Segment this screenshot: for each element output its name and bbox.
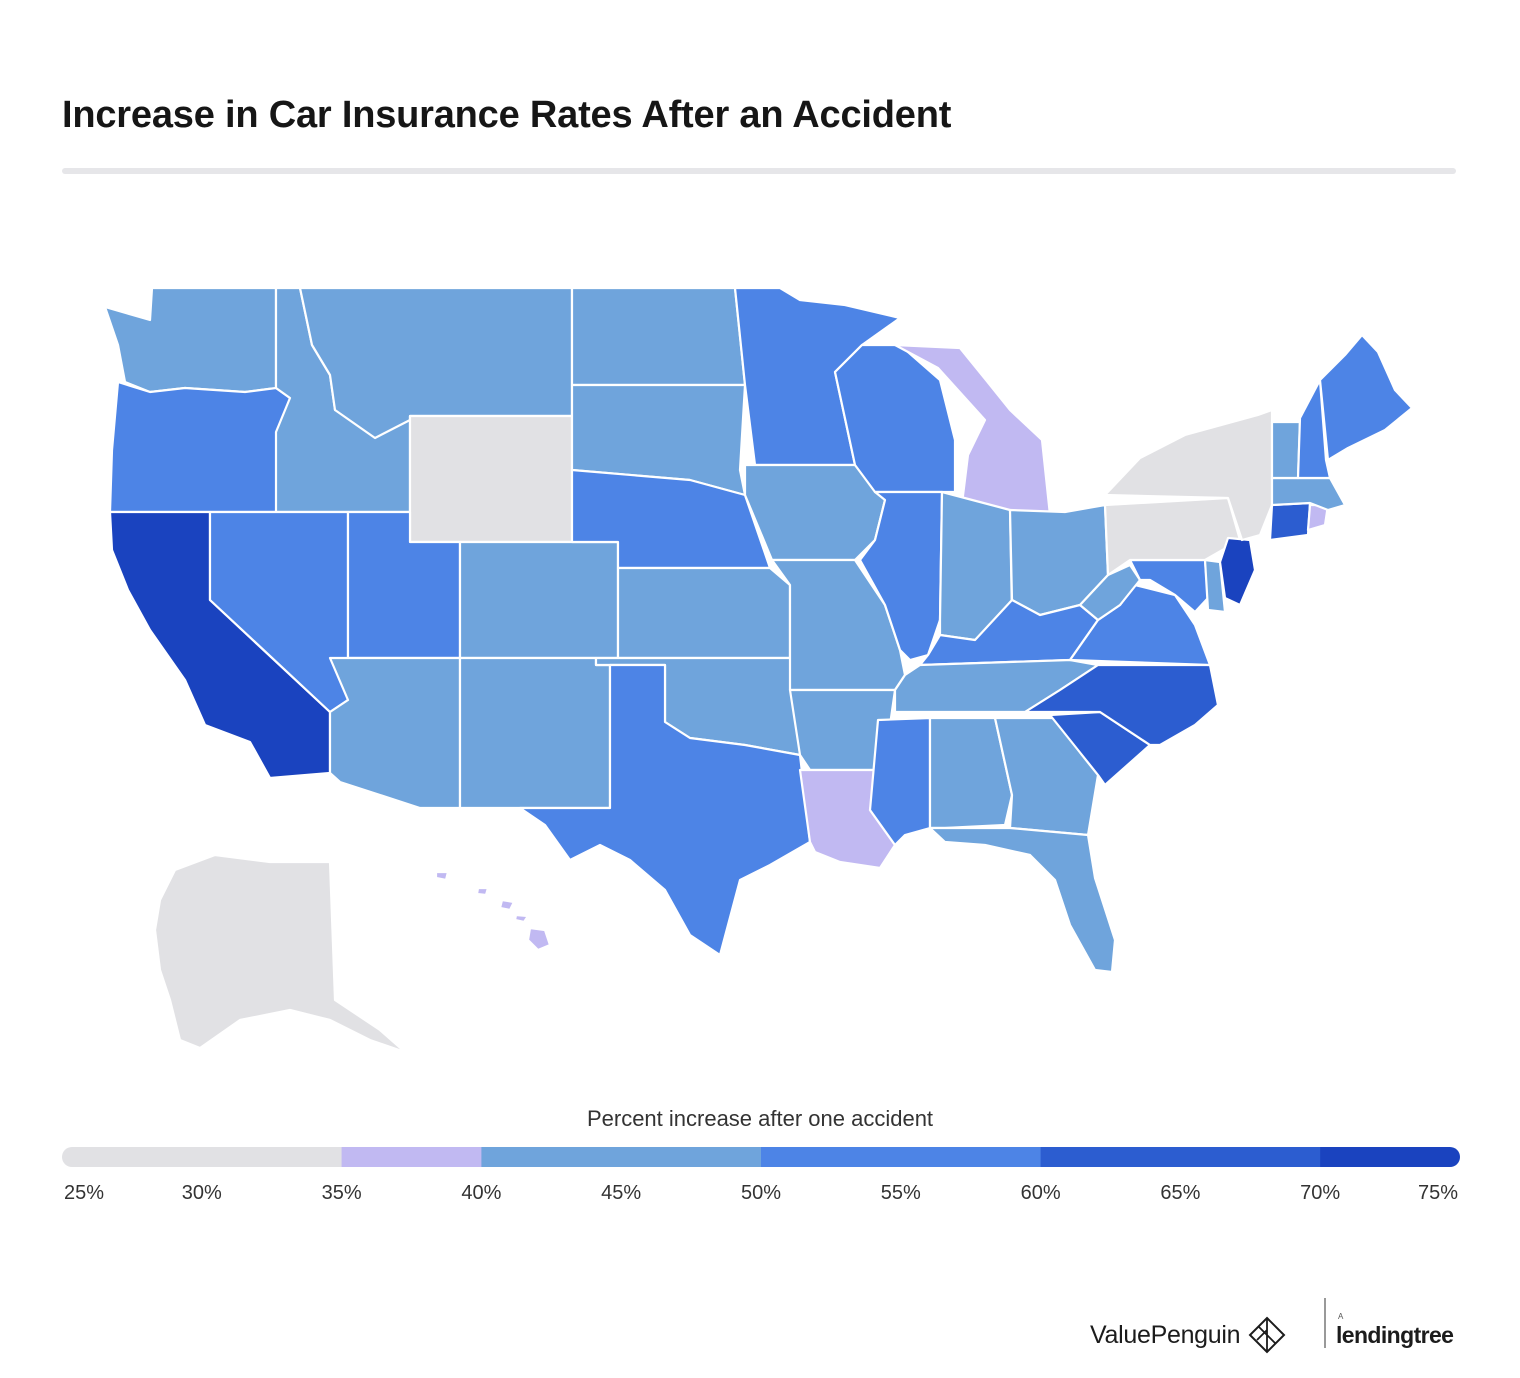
legend-swatch-2 [341, 1147, 482, 1167]
state-vermont [1270, 420, 1302, 480]
state-hawaii [526, 926, 552, 952]
state-connecticut [1268, 501, 1312, 542]
legend-tick-label: 75% [1417, 1182, 1459, 1204]
legend-title: Percent increase after one accident [586, 1106, 934, 1131]
legend-tick-label: 35% [321, 1182, 362, 1204]
state-hawaii-island-2 [475, 886, 490, 897]
legend-swatch-4 [761, 1147, 1042, 1167]
legend-swatch-1 [62, 1147, 343, 1167]
legend-swatch-3 [481, 1147, 762, 1167]
state-north-dakota [570, 286, 747, 387]
state-alaska [153, 853, 407, 1054]
state-delaware [1203, 558, 1227, 614]
state-maine [1318, 333, 1414, 462]
title-divider [62, 168, 1456, 174]
state-washington [103, 286, 278, 394]
state-hawaii-island-1 [434, 870, 450, 882]
state-new-hampshire [1296, 378, 1332, 480]
state-iowa [743, 463, 887, 562]
legend-tick-label: 65% [1160, 1182, 1201, 1204]
legend-swatch-5 [1040, 1147, 1321, 1167]
state-arizona [328, 656, 462, 810]
state-texas [518, 663, 812, 957]
state-kansas [616, 566, 792, 660]
legend-tick-label: 30% [181, 1182, 222, 1204]
chart-title: Increase in Car Insurance Rates After an… [62, 94, 952, 136]
legend-tick-label: 25% [63, 1182, 105, 1204]
legend-tick-label: 70% [1300, 1182, 1341, 1204]
lendingtree-wordmark: lendingtree [1336, 1321, 1454, 1348]
state-hawaii-island-3 [498, 898, 516, 912]
legend-tick-label: 40% [461, 1182, 502, 1204]
lendingtree-prefix: A [1338, 1312, 1343, 1321]
us-state-map [103, 286, 1414, 1054]
state-north-carolina [1023, 663, 1220, 747]
state-colorado [458, 540, 620, 660]
state-wisconsin [833, 343, 957, 494]
state-wyoming [408, 414, 574, 544]
legend-color-bar [62, 1147, 1460, 1167]
state-oregon [108, 380, 292, 514]
state-new-mexico [458, 656, 612, 810]
state-new-jersey [1218, 536, 1257, 607]
legend-swatch-6 [1320, 1147, 1460, 1167]
penguin-diamond-icon [1248, 1316, 1286, 1354]
valuepenguin-wordmark: ValuePenguin [1090, 1320, 1241, 1349]
valuepenguin-logo: ValuePenguin [1090, 1310, 1286, 1360]
lendingtree-logo: A lendingtree [1336, 1310, 1454, 1360]
state-hawaii-island-4 [513, 913, 530, 924]
legend-tick-label: 45% [601, 1182, 642, 1204]
state-florida [928, 826, 1117, 974]
legend-tick-label: 60% [1020, 1182, 1061, 1204]
brand-separator [1324, 1298, 1326, 1348]
legend-tick-label: 55% [880, 1182, 921, 1204]
legend-tick-label: 50% [740, 1182, 782, 1204]
